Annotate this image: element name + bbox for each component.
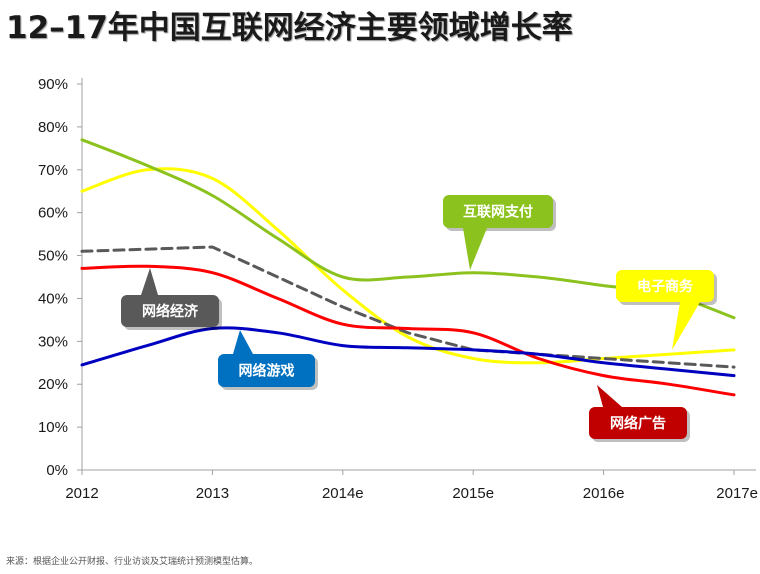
- series-line: [80, 245, 736, 369]
- callout-box: [616, 270, 714, 302]
- callout-pointer: [141, 268, 158, 295]
- series-line: [80, 264, 736, 397]
- callout-box: [443, 195, 553, 228]
- y-tick-label: 0%: [46, 462, 68, 479]
- x-tick-label: 2015e: [452, 485, 494, 502]
- callout-pointer: [463, 228, 487, 270]
- callout-3: 网络广告: [589, 385, 690, 442]
- callout-pointer: [233, 330, 253, 354]
- source-note: 来源：根据企业公开财报、行业访谈及艾瑞统计预测模型估算。: [6, 557, 259, 567]
- y-tick-label: 90%: [38, 76, 68, 93]
- callout-box: [589, 407, 687, 439]
- callout-4: 网络游戏: [218, 330, 318, 390]
- x-axis-ticks: 2012 2013 2014e 2015e 2016e 2017e: [65, 485, 758, 502]
- y-axis-ticks: 0% 10% 20% 30% 40% 50% 60% 70% 80% 90%: [38, 76, 68, 479]
- callout-label: 网络经济: [142, 303, 199, 320]
- y-tick-label: 50%: [38, 248, 68, 265]
- chart-title: 12–17年中国互联网经济主要领域增长率: [6, 10, 573, 46]
- y-tick-label: 20%: [38, 376, 68, 393]
- callout-1: 互联网支付: [443, 195, 556, 270]
- x-tick-label: 2013: [196, 485, 229, 502]
- callout-label: 互联网支付: [463, 204, 533, 221]
- callout-label: 网络广告: [610, 415, 666, 432]
- x-tick-label: 2012: [65, 485, 98, 502]
- y-tick-label: 70%: [38, 162, 68, 179]
- callout-2: 电子商务: [616, 270, 717, 350]
- callout-0: 网络经济: [121, 268, 222, 330]
- x-tick-label: 2017e: [716, 485, 758, 502]
- callout-box: [218, 354, 315, 387]
- x-tick-label: 2016e: [583, 485, 625, 502]
- callout-label: 电子商务: [637, 278, 694, 295]
- callout-box: [121, 295, 219, 327]
- series-lines: [80, 138, 736, 397]
- y-tick-label: 30%: [38, 333, 68, 350]
- series-line: [80, 326, 736, 378]
- y-tick-label: 10%: [38, 419, 68, 436]
- axes: [77, 78, 756, 475]
- y-tick-label: 60%: [38, 205, 68, 222]
- callout-label: 网络游戏: [239, 363, 295, 380]
- y-tick-label: 40%: [38, 290, 68, 307]
- callout-pointer: [597, 385, 622, 407]
- y-tick-label: 80%: [38, 119, 68, 136]
- x-tick-label: 2014e: [322, 485, 364, 502]
- callout-pointer: [672, 302, 700, 350]
- series-line: [80, 167, 736, 365]
